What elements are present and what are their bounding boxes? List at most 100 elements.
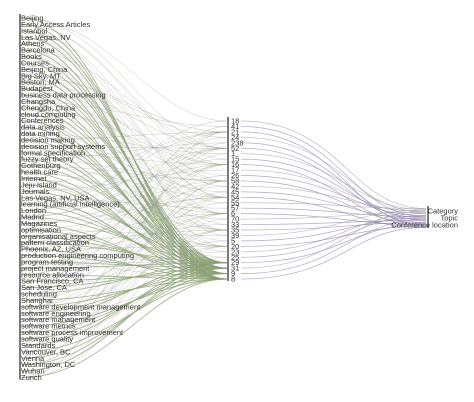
left-node-label[interactable]: Journals [21, 187, 50, 196]
flow-edge-left [21, 165, 228, 198]
left-node-label[interactable]: Barcelona [21, 46, 56, 55]
left-node-label[interactable]: Chengdu, China [21, 103, 76, 112]
left-node-label[interactable]: Books [21, 52, 42, 61]
middle-node-label[interactable]: 55 [231, 198, 239, 207]
right-node-label[interactable]: Topic [440, 214, 458, 223]
flow-edge-left [21, 180, 228, 359]
middle-node-label[interactable]: 70 [231, 215, 239, 224]
middle-node-label[interactable]: 52 [231, 144, 239, 153]
left-node-label[interactable]: learning (artificial intelligence) [21, 200, 120, 209]
middle-node-label[interactable]: 17 [231, 166, 239, 175]
flow-edge-left [21, 164, 228, 218]
left-node-label[interactable]: pattern classification [21, 238, 89, 247]
middle-node-label[interactable]: 8 [231, 275, 235, 284]
middle-node-label[interactable]: 26 [231, 171, 239, 180]
left-node-label[interactable]: production engineering computing [21, 251, 134, 260]
left-node-label[interactable]: formal specification [21, 148, 85, 157]
left-node-label[interactable]: Big Sky, MT [21, 71, 61, 80]
left-node-label[interactable]: Gothenburg [21, 161, 61, 170]
left-node-label[interactable]: Wuhan [21, 367, 45, 376]
middle-node-label[interactable]: 33 [231, 220, 239, 229]
middle-node-label[interactable]: 16 [231, 160, 239, 169]
left-node-label[interactable]: San Francisco, CA [21, 277, 84, 286]
left-node-label[interactable]: software management [21, 315, 96, 324]
middle-node-label[interactable]: 18 [231, 117, 239, 126]
right-node-label[interactable]: Category [428, 207, 459, 216]
left-node-label[interactable]: Vienna [21, 354, 45, 363]
right-node-label[interactable]: Conference location [391, 221, 458, 230]
left-node-label[interactable]: Shanghai [21, 296, 53, 305]
left-node-label[interactable]: Internet [21, 174, 47, 183]
left-node-label[interactable]: data analysis [21, 123, 65, 132]
left-node-label[interactable]: London [21, 206, 46, 215]
left-node-label[interactable]: San Jose, CA [21, 283, 67, 292]
left-node-label[interactable]: program testing [21, 257, 73, 266]
left-node-label[interactable]: Washington, DC [21, 360, 76, 369]
middle-node-label[interactable]: 58 [231, 176, 239, 185]
left-node-label[interactable]: organisational aspects [21, 232, 96, 241]
left-node-label[interactable]: Istanbul [21, 26, 48, 35]
left-node-label[interactable]: Budapest [21, 84, 54, 93]
middle-node-label[interactable]: 23 [231, 247, 239, 256]
left-node-label[interactable]: Las Vegas, NV, USA [21, 193, 90, 202]
left-node-label[interactable]: software process improvement [21, 328, 124, 337]
left-node-label[interactable]: Standards [21, 341, 55, 350]
middle-node-label[interactable]: 15 [231, 155, 239, 164]
flow-edge-left [21, 229, 228, 308]
left-node-label[interactable]: decision support systems [21, 142, 105, 151]
flow-edge-left [21, 229, 228, 243]
flow-edge-left [21, 229, 228, 340]
left-node-label[interactable]: Early Access Articles [21, 20, 90, 29]
middle-node-label[interactable]: 45 [231, 187, 239, 196]
middle-node-label[interactable]: 21 [231, 127, 239, 136]
left-node-label[interactable]: Magazines [21, 219, 58, 228]
left-node-label[interactable]: project management [21, 264, 90, 273]
middle-node-label[interactable]: 25 [231, 253, 239, 262]
middle-node-label[interactable]: 54 [231, 193, 239, 202]
left-node-label[interactable]: Changsha [21, 97, 56, 106]
middle-node-label[interactable]: 31 [231, 264, 239, 273]
middle-node-label[interactable]: 24 [231, 133, 239, 142]
flow-edge-left [21, 210, 228, 269]
middle-node-label[interactable]: 20 [231, 242, 239, 251]
left-node-label[interactable]: Madrid [21, 213, 44, 222]
left-node-label[interactable]: business data processing [21, 91, 106, 100]
left-node-label[interactable]: Phoenix, AZ, USA [21, 245, 81, 254]
left-node-label[interactable]: software quality [21, 335, 73, 344]
left-node-label[interactable]: health care [21, 168, 58, 177]
left-node-label[interactable]: resource allocation [21, 270, 84, 279]
middle-node-label[interactable]: 29 [231, 258, 239, 267]
flow-edge-left [21, 262, 228, 321]
left-node-label[interactable]: decision making [21, 135, 75, 144]
left-node-label[interactable]: cloud computing [21, 110, 76, 119]
middle-node-label[interactable]: 41 [231, 122, 239, 131]
middle-node-label[interactable]: 42 [231, 182, 239, 191]
left-node-label[interactable]: fuzzy set theory [21, 155, 74, 164]
left-node-label[interactable]: Zurich [21, 373, 42, 382]
middle-node-label[interactable]: 57 [231, 204, 239, 213]
left-node-label[interactable]: Conferences [21, 116, 64, 125]
middle-node-label[interactable]: 39 [231, 231, 239, 240]
flow-edge-right [240, 211, 427, 220]
left-node-label[interactable]: Vancouver, BC [21, 347, 71, 356]
left-node-label[interactable]: Jeju Island [21, 180, 57, 189]
flow-edge-right [240, 210, 427, 269]
left-node-label[interactable]: Athens [21, 39, 45, 48]
middle-node-label[interactable]: 1 [231, 149, 235, 158]
left-node-label[interactable]: software metrics [21, 322, 76, 331]
left-node-label[interactable]: Boston, MA [21, 78, 60, 87]
middle-node-label[interactable]: 238 [231, 138, 244, 147]
left-node-label[interactable]: Courses [21, 58, 49, 67]
left-node-label[interactable]: Las Vegas, NV [21, 33, 71, 42]
left-node-label[interactable]: Beijing, China [21, 65, 68, 74]
left-node-label[interactable]: software development management [21, 302, 141, 311]
middle-node-label[interactable]: 5 [231, 236, 235, 245]
left-node-label[interactable]: scheduling [21, 290, 57, 299]
left-node-label[interactable]: data mining [21, 129, 60, 138]
left-node-label[interactable]: optimisation [21, 225, 61, 234]
middle-node-label[interactable]: 6 [231, 209, 235, 218]
left-node-label[interactable]: software engineering [21, 309, 91, 318]
middle-node-label[interactable]: 35 [231, 226, 239, 235]
middle-node-label[interactable]: 9 [231, 269, 235, 278]
left-node-label[interactable]: Beijing [21, 14, 44, 23]
